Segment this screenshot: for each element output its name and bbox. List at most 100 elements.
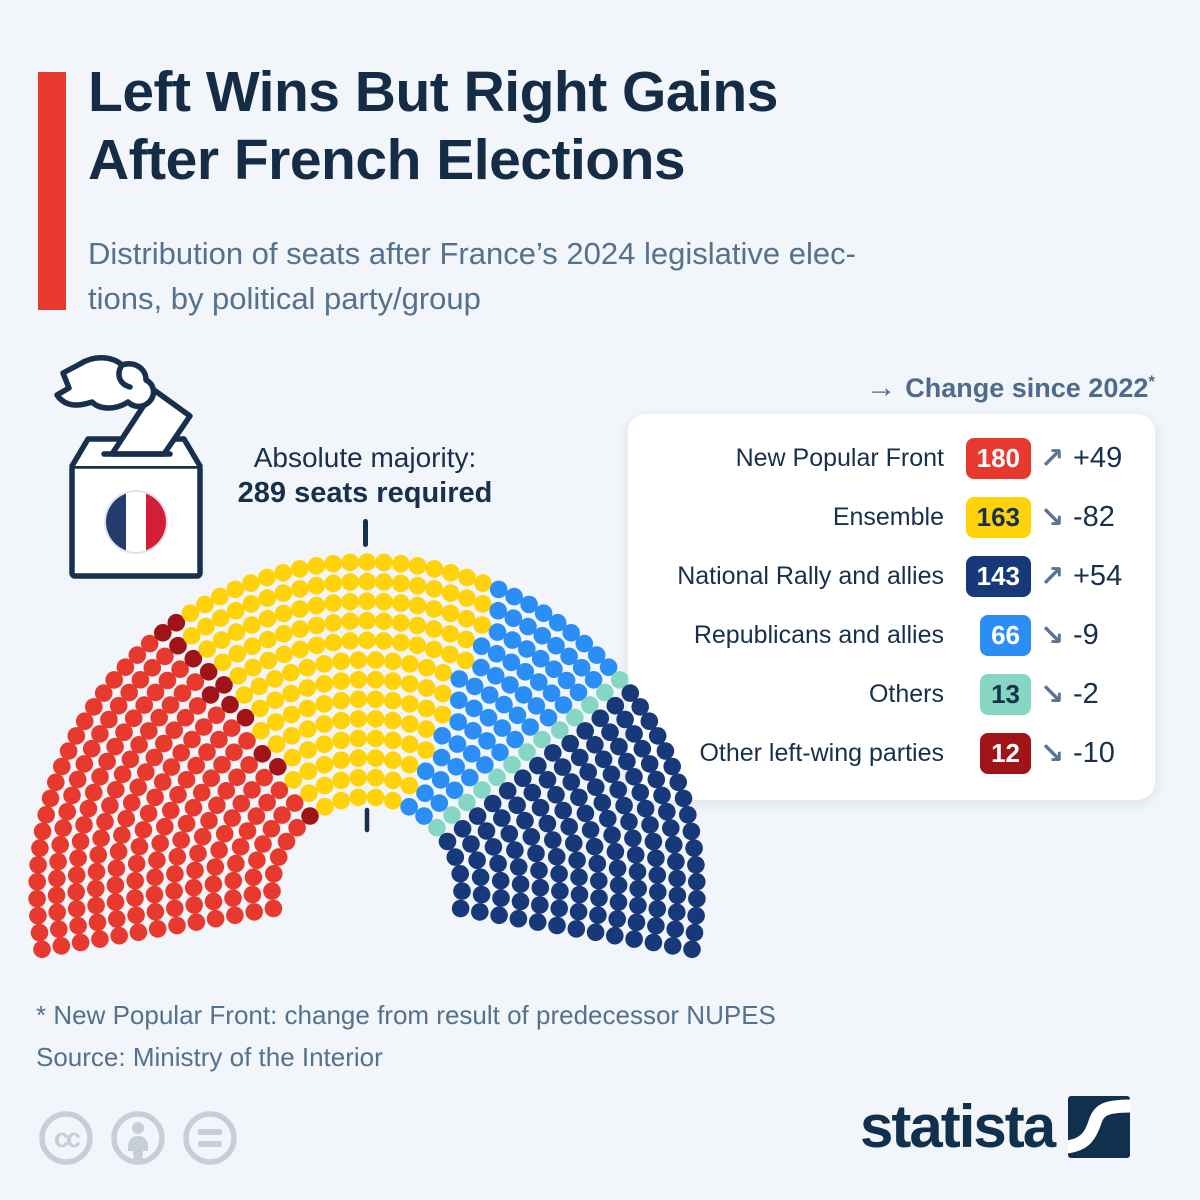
seat-dot: [288, 818, 306, 837]
seat-dot: [366, 768, 385, 787]
seat-dot: [489, 580, 508, 599]
seat-dot: [625, 768, 643, 786]
seat-dot: [687, 906, 705, 925]
seat-dot: [626, 846, 645, 864]
seat-dot: [616, 710, 634, 729]
seat-dot: [282, 684, 300, 703]
seat-dot: [91, 768, 109, 786]
seat-dot: [198, 743, 216, 761]
seat-dot: [408, 596, 427, 615]
seat-dot: [48, 903, 66, 922]
change-value: +49: [1073, 442, 1123, 475]
seat-dot: [332, 711, 351, 730]
seat-dot: [137, 763, 155, 781]
seat-dot: [539, 708, 558, 727]
seat-dot: [235, 686, 254, 704]
seat-dot: [458, 568, 476, 587]
seat-dot: [450, 691, 468, 710]
seat-dot: [602, 765, 621, 784]
seat-dot: [232, 794, 251, 813]
seat-dot: [199, 663, 218, 681]
seat-dot: [509, 909, 528, 928]
seat-dot: [332, 692, 351, 710]
seat-dot: [91, 930, 109, 948]
seat-dot: [154, 624, 172, 642]
change-direction-icon: ↘: [1039, 619, 1065, 652]
seat-dot: [146, 868, 164, 887]
seat-dot: [258, 609, 277, 628]
seat-dot: [489, 601, 508, 620]
seat-dot: [492, 889, 510, 907]
seat-dot: [581, 821, 600, 839]
seat-dot: [567, 920, 586, 938]
seat-dot: [165, 882, 183, 900]
seat-dot: [227, 601, 245, 620]
seat-dot: [254, 835, 272, 853]
seat-dot: [349, 710, 368, 728]
seat-dot: [291, 580, 309, 598]
seat-dot: [198, 640, 216, 658]
seat-dot: [244, 658, 262, 677]
seat-dot: [284, 771, 303, 789]
seat-dot: [438, 832, 457, 851]
seat-count-badge: 13: [980, 674, 1031, 715]
seat-dot: [54, 819, 72, 837]
seat-count-badge: 12: [980, 733, 1031, 774]
seat-dot: [290, 560, 309, 578]
seat-dot: [324, 594, 343, 612]
seat-dot: [529, 756, 547, 775]
seat-dot: [504, 609, 523, 627]
seat-dot: [184, 798, 203, 817]
seat-dot: [449, 713, 468, 731]
seat-dot: [392, 574, 410, 593]
seat-dot: [442, 564, 460, 582]
seat-dot: [67, 900, 86, 918]
seat-dot: [640, 755, 659, 773]
seat-dot: [358, 612, 376, 630]
cc-nd-equals-icon: [183, 1111, 237, 1165]
legend-row: New Popular Front 180 ↗ +49: [636, 438, 1139, 479]
seat-dot: [298, 658, 317, 677]
seat-dot: [547, 848, 566, 866]
seat-dot: [516, 663, 535, 681]
seat-count-badge-slot: 143: [957, 556, 1031, 597]
seat-dot: [511, 875, 530, 893]
seat-dot: [158, 671, 177, 690]
seat-dot: [488, 623, 507, 641]
seat-dot: [586, 923, 605, 942]
seat-dot: [401, 675, 419, 693]
seat-dot: [688, 873, 706, 891]
seat-dot: [87, 879, 105, 898]
seat-dot: [349, 729, 368, 748]
seat-dot: [534, 604, 553, 622]
seat-dot: [187, 913, 206, 931]
seat-dot: [265, 865, 283, 883]
seat-dot: [687, 856, 705, 874]
source: Source: Ministry of the Interior: [36, 1042, 383, 1072]
seat-dot: [31, 839, 49, 857]
seat-dot: [606, 926, 624, 945]
seat-dot: [224, 871, 243, 890]
seat-dot: [182, 627, 201, 645]
seat-dot: [408, 576, 427, 595]
seat-dot: [565, 834, 583, 853]
legend-party-label: New Popular Front: [735, 444, 944, 473]
seat-dot: [67, 883, 85, 901]
seat-dot: [366, 651, 385, 669]
seat-dot: [258, 589, 276, 607]
seat-dot: [451, 899, 470, 918]
seat-dot: [349, 670, 368, 689]
title-line-1: Left Wins But Right Gains: [88, 60, 778, 124]
seat-dot: [273, 806, 291, 824]
arrow-right-icon: →: [866, 371, 897, 404]
seat-dot: [172, 744, 190, 762]
seat-dot: [629, 879, 647, 898]
seat-dot: [648, 866, 667, 884]
legend-row: National Rally and allies 143 ↗ +54: [636, 556, 1139, 597]
seat-dot: [217, 782, 236, 800]
seat-dot: [484, 838, 503, 856]
seat-dot: [663, 757, 681, 776]
seat-dot: [252, 722, 270, 740]
seat-dot: [67, 866, 86, 884]
seat-dot: [618, 752, 636, 771]
